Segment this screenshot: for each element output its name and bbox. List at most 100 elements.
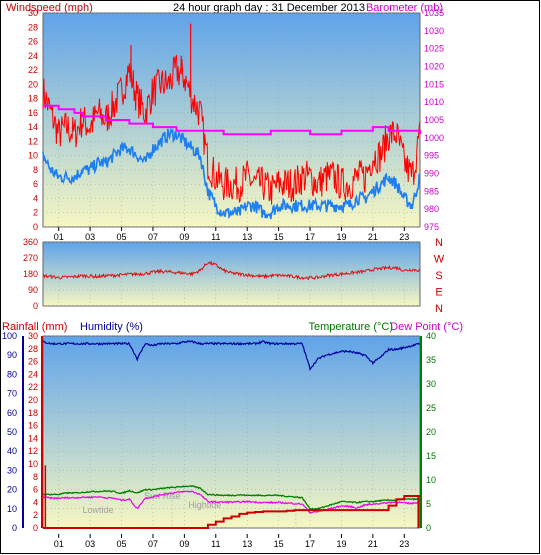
page-title: 24 hour graph day : 31 December 2013 bbox=[173, 2, 365, 14]
tide-sun-annotations: Lowtide Sun Rise Hightide bbox=[82, 490, 297, 528]
hour-tick-label: 21 bbox=[368, 232, 378, 242]
hour-tick-label: 23 bbox=[399, 232, 409, 242]
hour-tick-label: 09 bbox=[179, 539, 189, 549]
temperature-tick-label: 25 bbox=[426, 403, 436, 413]
humidity-tick-label: 40 bbox=[7, 446, 17, 456]
hour-tick-label: 17 bbox=[305, 539, 315, 549]
humidity-tick-labels: 0 10 20 30 40 50 60 70 80 90 100 bbox=[2, 331, 17, 533]
windspeed-tick-label: 10 bbox=[28, 151, 38, 161]
barometer-tick-label: 1020 bbox=[424, 62, 444, 72]
rainfall-tick-label: 2 bbox=[33, 510, 38, 520]
temperature-axis-label: Temperature (°C) bbox=[309, 321, 393, 333]
humidity-line bbox=[42, 340, 421, 371]
climate-panel-series bbox=[42, 340, 421, 529]
windspeed-tick-label: 22 bbox=[28, 65, 38, 75]
temperature-tick-label: 20 bbox=[426, 427, 436, 437]
hour-tick-label: 21 bbox=[368, 539, 378, 549]
direction-panel-series bbox=[42, 260, 421, 281]
windspeed-tick-label: 2 bbox=[33, 208, 38, 218]
windspeed-tick-label: 12 bbox=[28, 136, 38, 146]
windspeed-tick-label: 8 bbox=[33, 165, 38, 175]
compass-label: E bbox=[435, 287, 442, 299]
hour-tick-label: 13 bbox=[242, 539, 252, 549]
direction-tick-label: 0 bbox=[33, 301, 38, 311]
humidity-tick-label: 60 bbox=[7, 408, 17, 418]
humidity-tick-label: 50 bbox=[7, 427, 17, 437]
barometer-tick-label: 990 bbox=[424, 169, 439, 179]
humidity-tick-label: 30 bbox=[7, 465, 17, 475]
temperature-tick-label: 0 bbox=[426, 523, 431, 533]
windspeed-tick-label: 16 bbox=[28, 108, 38, 118]
rainfall-tick-label: 14 bbox=[28, 433, 38, 443]
annotation-label: Hightide bbox=[188, 500, 221, 510]
hour-tick-label: 23 bbox=[399, 539, 409, 549]
wind-panel-hour-labels: 01 03 05 07 09 11 13 15 17 19 21 23 bbox=[54, 227, 409, 242]
barometer-tick-label: 1030 bbox=[424, 26, 444, 36]
wind-direction-line bbox=[42, 260, 421, 281]
compass-label: N bbox=[435, 237, 443, 249]
rainfall-tick-label: 4 bbox=[33, 497, 38, 507]
dewpoint-line bbox=[42, 490, 421, 515]
temperature-tick-label: 15 bbox=[426, 451, 436, 461]
humidity-tick-label: 70 bbox=[7, 389, 17, 399]
humidity-tick-label: 20 bbox=[7, 485, 17, 495]
hour-tick-label: 15 bbox=[274, 232, 284, 242]
direction-panel-grid bbox=[43, 241, 420, 307]
barometer-tick-label: 1010 bbox=[424, 97, 444, 107]
barometer-tick-label: 995 bbox=[424, 151, 439, 161]
temperature-tick-label: 10 bbox=[426, 475, 436, 485]
hour-tick-label: 05 bbox=[117, 232, 127, 242]
windspeed-tick-label: 28 bbox=[28, 22, 38, 32]
rainfall-tick-label: 6 bbox=[33, 485, 38, 495]
compass-label: N bbox=[435, 303, 443, 315]
barometer-tick-label: 1015 bbox=[424, 79, 444, 89]
barometer-tick-label: 1005 bbox=[424, 115, 444, 125]
temperature-line bbox=[42, 484, 421, 511]
hour-tick-label: 07 bbox=[148, 232, 158, 242]
hour-tick-label: 01 bbox=[54, 539, 64, 549]
compass-label: S bbox=[435, 270, 442, 282]
windspeed-gust-line bbox=[42, 54, 421, 205]
temperature-tick-label: 40 bbox=[426, 331, 436, 341]
windspeed-tick-label: 30 bbox=[28, 8, 38, 18]
rainfall-tick-label: 10 bbox=[28, 459, 38, 469]
hour-tick-label: 03 bbox=[85, 539, 95, 549]
climate-panel-grid bbox=[43, 335, 420, 529]
barometer-tick-label: 985 bbox=[424, 186, 439, 196]
windspeed-tick-label: 0 bbox=[33, 222, 38, 232]
rainfall-tick-label: 22 bbox=[28, 382, 38, 392]
climate-panel-hour-labels: 01 03 05 07 09 11 13 15 17 19 21 23 bbox=[54, 534, 409, 549]
windspeed-average-line bbox=[42, 127, 421, 220]
hour-tick-label: 05 bbox=[117, 539, 127, 549]
humidity-tick-label: 0 bbox=[12, 523, 17, 533]
rainfall-tick-label: 30 bbox=[28, 331, 38, 341]
windspeed-tick-label: 14 bbox=[28, 122, 38, 132]
windspeed-tick-label: 18 bbox=[28, 94, 38, 104]
rainfall-tick-label: 8 bbox=[33, 472, 38, 482]
humidity-tick-label: 100 bbox=[2, 331, 17, 341]
rainfall-tick-label: 12 bbox=[28, 446, 38, 456]
hour-tick-label: 13 bbox=[242, 232, 252, 242]
temperature-tick-label: 5 bbox=[426, 499, 431, 509]
direction-tick-label: 360 bbox=[23, 237, 38, 247]
hour-tick-label: 09 bbox=[179, 232, 189, 242]
hour-tick-label: 17 bbox=[305, 232, 315, 242]
barometer-tick-label: 975 bbox=[424, 222, 439, 232]
windspeed-tick-label: 24 bbox=[28, 51, 38, 61]
compass-label: W bbox=[434, 254, 445, 266]
windspeed-tick-label: 4 bbox=[33, 193, 38, 203]
direction-tick-label: 180 bbox=[23, 269, 38, 279]
barometer-line bbox=[43, 104, 421, 136]
rainfall-tick-label: 16 bbox=[28, 421, 38, 431]
rainfall-tick-label: 28 bbox=[28, 344, 38, 354]
rainfall-tick-label: 20 bbox=[28, 395, 38, 405]
temperature-tick-labels: 0 5 10 15 20 25 30 35 40 bbox=[426, 331, 436, 533]
windspeed-axis-label: Windspeed (mph) bbox=[6, 2, 93, 14]
hour-tick-label: 01 bbox=[54, 232, 64, 242]
rainfall-tick-label: 24 bbox=[28, 369, 38, 379]
hour-tick-label: 07 bbox=[148, 539, 158, 549]
barometer-tick-label: 980 bbox=[424, 204, 439, 214]
